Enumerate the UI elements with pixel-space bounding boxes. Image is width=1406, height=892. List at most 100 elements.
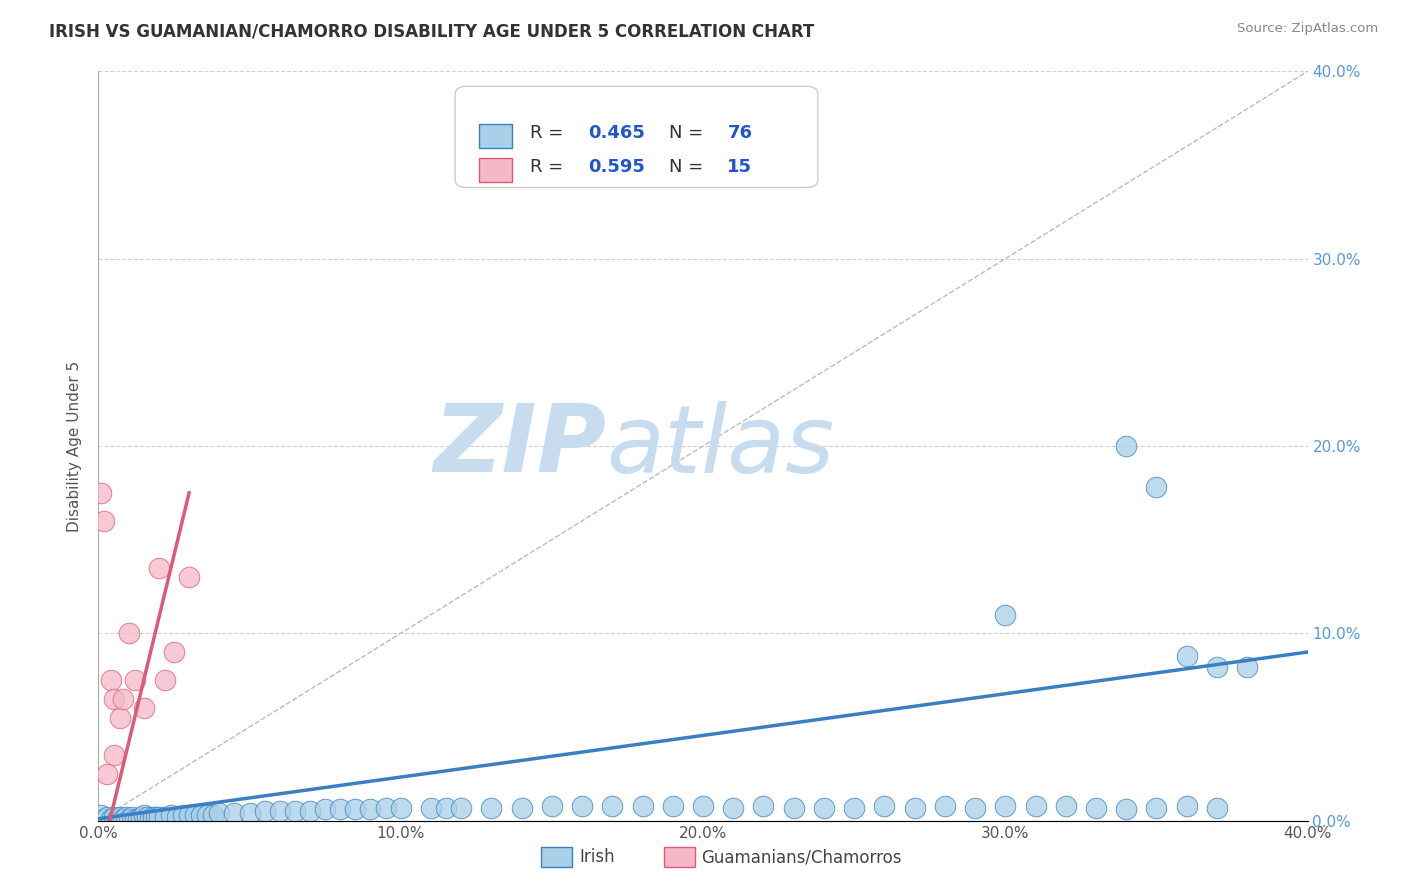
Text: ZIP: ZIP: [433, 400, 606, 492]
Point: [114, 810, 136, 824]
Point: [172, 808, 194, 822]
Point: [153, 673, 176, 688]
Point: [1206, 660, 1229, 674]
Point: [142, 810, 165, 824]
Point: [904, 800, 927, 814]
Point: [661, 798, 683, 813]
Point: [723, 800, 745, 814]
Point: [1115, 439, 1137, 453]
Point: [111, 692, 134, 706]
Y-axis label: Disability Age Under 5: Disability Age Under 5: [67, 360, 83, 532]
Point: [163, 645, 186, 659]
Text: IRISH VS GUAMANIAN/CHAMORRO DISABILITY AGE UNDER 5 CORRELATION CHART: IRISH VS GUAMANIAN/CHAMORRO DISABILITY A…: [49, 22, 814, 40]
Point: [103, 747, 125, 762]
Point: [752, 798, 775, 813]
Point: [93, 812, 115, 826]
Point: [90, 486, 112, 500]
Text: N =: N =: [669, 124, 710, 143]
Point: [108, 710, 131, 724]
Point: [344, 802, 367, 816]
Point: [1144, 800, 1167, 814]
Point: [111, 812, 134, 826]
Text: R =: R =: [530, 158, 569, 176]
Point: [121, 810, 143, 824]
Point: [434, 800, 457, 814]
Point: [269, 805, 291, 819]
Point: [481, 800, 503, 814]
Point: [184, 808, 207, 822]
Point: [873, 798, 896, 813]
Point: [153, 810, 176, 824]
Point: [90, 808, 112, 822]
Point: [127, 812, 149, 826]
Point: [96, 767, 118, 781]
Point: [602, 798, 624, 813]
Point: [934, 798, 956, 813]
Text: atlas: atlas: [606, 401, 835, 491]
Point: [105, 812, 128, 826]
Text: Irish: Irish: [579, 848, 614, 866]
Text: Guamanians/Chamorros: Guamanians/Chamorros: [702, 848, 903, 866]
Text: N =: N =: [669, 158, 710, 176]
FancyBboxPatch shape: [456, 87, 818, 187]
Point: [103, 692, 125, 706]
Point: [510, 800, 533, 814]
Point: [360, 802, 382, 816]
Point: [179, 570, 201, 584]
Text: Source: ZipAtlas.com: Source: ZipAtlas.com: [1237, 22, 1378, 36]
Point: [166, 810, 188, 824]
Point: [1024, 798, 1046, 813]
Point: [148, 810, 170, 824]
Point: [148, 561, 170, 575]
Point: [329, 802, 352, 816]
Text: 0.465: 0.465: [588, 124, 645, 143]
Point: [93, 514, 115, 528]
Point: [1054, 798, 1077, 813]
Point: [783, 800, 806, 814]
Point: [1236, 660, 1258, 674]
Point: [208, 806, 231, 821]
Point: [1115, 802, 1137, 816]
Point: [1175, 648, 1198, 663]
Point: [124, 673, 146, 688]
Point: [160, 808, 183, 822]
Point: [132, 808, 155, 822]
Point: [190, 808, 212, 822]
Point: [450, 800, 472, 814]
Point: [374, 800, 396, 814]
Point: [108, 810, 131, 824]
Point: [118, 812, 141, 826]
Point: [571, 798, 593, 813]
Point: [96, 810, 118, 824]
Point: [1085, 800, 1108, 814]
Point: [145, 810, 167, 824]
Point: [284, 805, 307, 819]
Point: [813, 800, 835, 814]
FancyBboxPatch shape: [479, 158, 512, 181]
Point: [195, 808, 218, 822]
Point: [994, 607, 1017, 622]
Point: [420, 800, 443, 814]
Point: [118, 626, 141, 640]
Point: [1144, 480, 1167, 494]
Point: [1175, 798, 1198, 813]
Point: [1206, 800, 1229, 814]
Point: [179, 808, 201, 822]
Point: [844, 800, 866, 814]
Point: [314, 802, 336, 816]
Point: [103, 810, 125, 824]
Point: [631, 798, 654, 813]
Point: [139, 812, 162, 826]
Text: 0.595: 0.595: [588, 158, 645, 176]
Point: [994, 798, 1017, 813]
Point: [224, 806, 246, 821]
Text: 76: 76: [727, 124, 752, 143]
Point: [124, 812, 146, 826]
Point: [239, 806, 262, 821]
Point: [100, 812, 122, 826]
Point: [132, 701, 155, 715]
Text: 15: 15: [727, 158, 752, 176]
Point: [100, 673, 122, 688]
Point: [692, 798, 714, 813]
Point: [299, 805, 322, 819]
